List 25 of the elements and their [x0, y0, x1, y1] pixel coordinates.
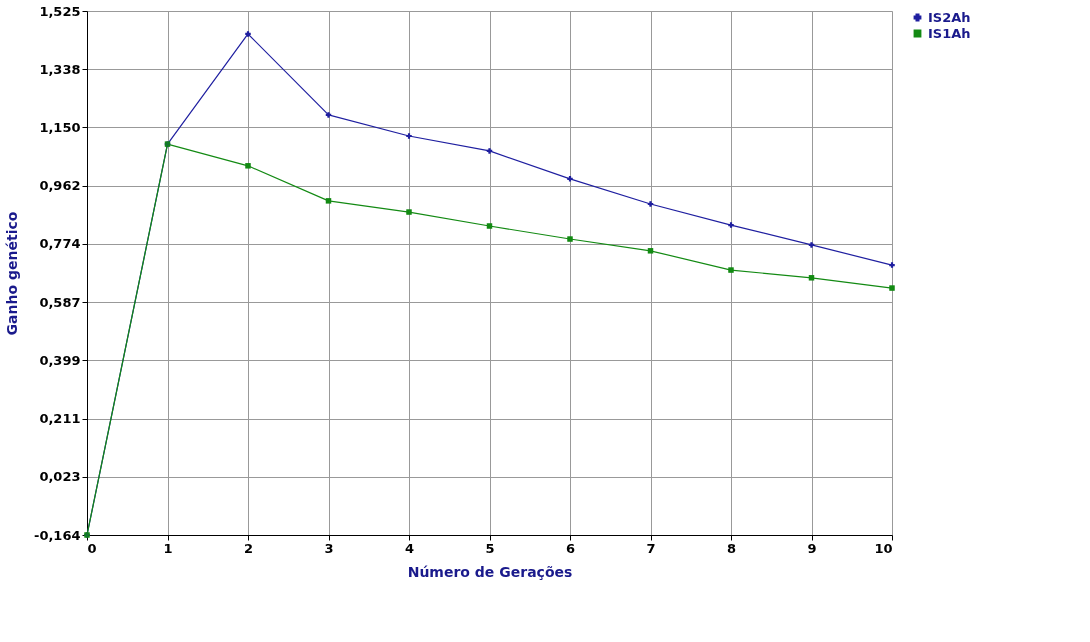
x-tick-label: 10: [874, 540, 893, 556]
x-tick-label: 6: [565, 540, 576, 556]
y-axis-title: Ganho genético: [3, 211, 20, 336]
y-tick-label: 0,962: [39, 178, 81, 194]
legend-label: IS1Ah: [928, 25, 971, 41]
x-tick-label: 7: [646, 540, 656, 556]
x-tick-label: 5: [485, 540, 495, 556]
y-tick-label: 0,774: [39, 236, 81, 252]
y-tick-label: 0,587: [39, 294, 81, 310]
y-tick-label: 1,525: [39, 3, 81, 19]
x-axis-title: Número de Gerações: [407, 563, 573, 580]
legend-label: IS2Ah: [928, 9, 971, 25]
y-tick-label: -0,164: [33, 527, 81, 543]
x-tick-label: 8: [726, 540, 737, 556]
x-tick-label: 0: [87, 540, 97, 556]
y-tick-label: 0,399: [39, 352, 81, 368]
x-tick-label: 2: [243, 540, 254, 556]
x-tick-label: 9: [807, 540, 817, 556]
x-tick-label: 1: [163, 540, 173, 556]
y-tick-label: 0,211: [39, 411, 81, 427]
y-tick-label: 1,150: [39, 119, 81, 135]
x-tick-label: 3: [324, 540, 334, 556]
x-tick-label: 4: [404, 540, 415, 556]
y-tick-label: 1,338: [39, 61, 81, 77]
y-tick-label: 0,023: [39, 469, 81, 485]
